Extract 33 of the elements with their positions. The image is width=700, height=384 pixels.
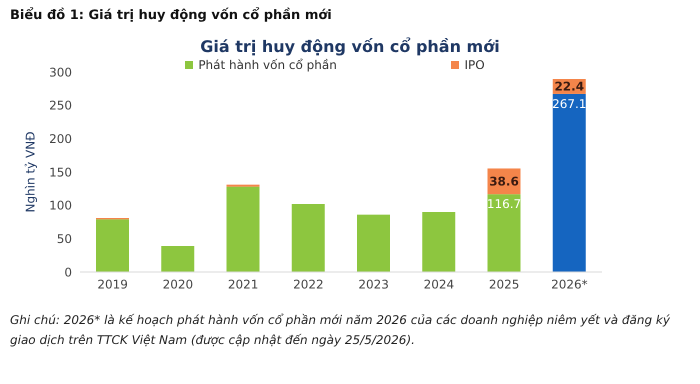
x-tick-label: 2024: [424, 278, 454, 292]
y-tick-label: 0: [64, 265, 72, 280]
bar: [488, 194, 520, 272]
x-tick-label: 2023: [358, 278, 389, 292]
y-tick-label: 200: [49, 132, 72, 146]
x-tick-label: 2022: [293, 278, 324, 292]
y-axis-title: Nghìn tỷ VNĐ: [23, 131, 38, 213]
y-tick-label: 150: [49, 165, 72, 180]
x-tick-label: 2020: [162, 278, 194, 292]
x-tick-label: 2026*: [551, 278, 588, 292]
text: Ghi chú: 2026* là kế hoạch phát hành vốn cổ phần mới năm 2026 của các doanh nghiệp niêm yết và đăng ký giao dịch trên TTCK Việt Nam (được cập nhật đến ngày 25/5/2026).: [10, 312, 671, 349]
bar: [357, 214, 390, 272]
data-label: 116.7: [486, 197, 522, 212]
data-label: 38.6: [489, 174, 519, 188]
x-tick-label: 2021: [228, 278, 258, 292]
bar: [226, 186, 260, 272]
y-tick-label: 250: [49, 98, 72, 113]
chart-title: Biểu đồ 1: Giá trị huy động vốn cổ phần mới: [10, 8, 333, 23]
x-tick-label: 2019: [97, 278, 128, 292]
bar: [422, 212, 456, 272]
legend-label: IPO: [464, 58, 485, 72]
bar: [96, 219, 129, 272]
bar: [292, 204, 325, 272]
legend-label: Phát hành vốn cổ phần: [198, 58, 337, 72]
y-tick-label: 300: [49, 65, 72, 80]
data-label: 22.4: [554, 79, 584, 94]
data-label: 267.1: [552, 96, 586, 111]
bar: [552, 94, 586, 272]
y-tick-label: 50: [56, 232, 72, 246]
x-tick-label: 2025: [488, 278, 520, 292]
y-tick-label: 100: [49, 198, 72, 213]
bar: [161, 246, 194, 272]
chart-subtitle: Giá trị huy động vốn cổ phần mới: [199, 37, 501, 56]
